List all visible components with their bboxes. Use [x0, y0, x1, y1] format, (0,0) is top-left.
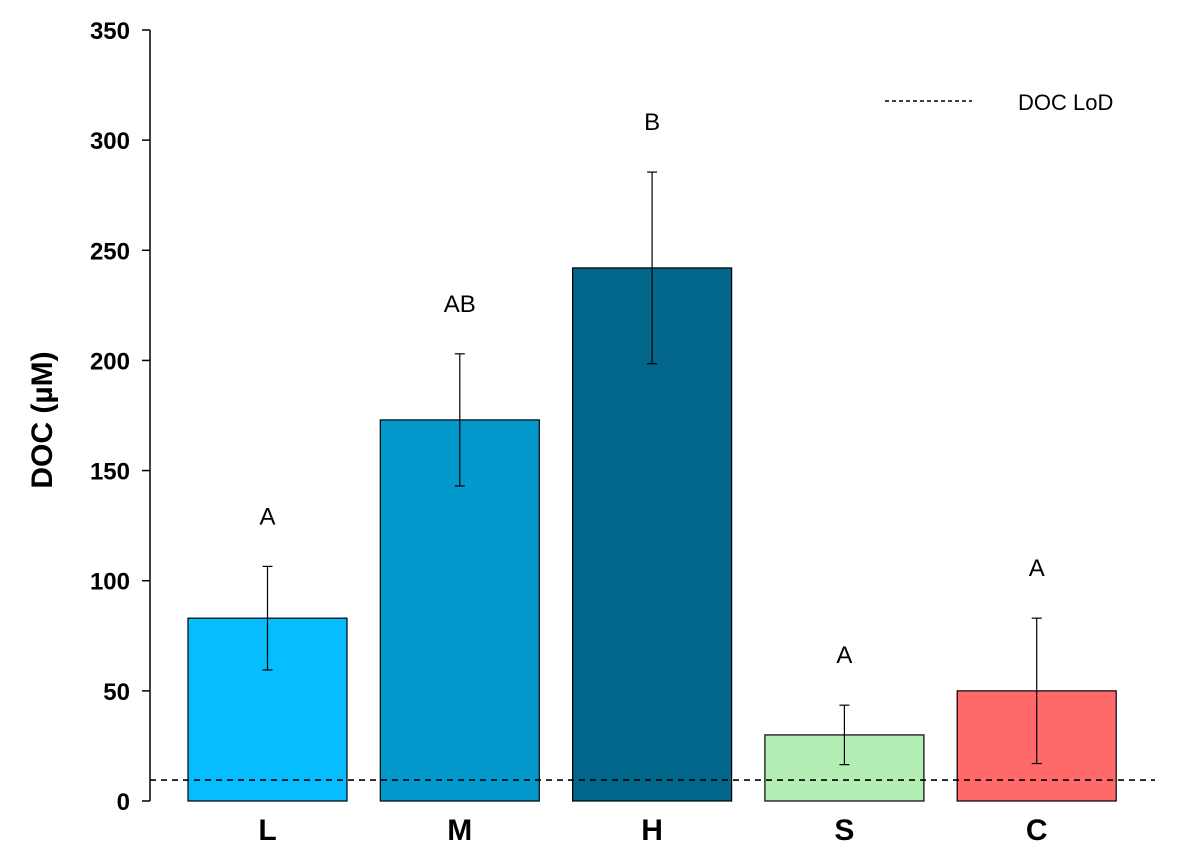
y-axis: 0 50 100 150 200 250 300 350 [90, 18, 151, 816]
y-tick-label: 300 [90, 128, 130, 155]
significance-label-L: A [259, 503, 275, 530]
error-bars-group [262, 171, 1042, 766]
y-tick-label: 50 [103, 679, 130, 706]
legend: DOC LoD [885, 90, 1113, 115]
y-tick-label: 100 [90, 569, 130, 596]
x-tick-label-M: M [447, 814, 472, 847]
x-tick-label-H: H [641, 814, 663, 847]
y-tick-label: 200 [90, 348, 130, 375]
y-tick-label: 0 [117, 789, 130, 816]
significance-labels-group: A AB B A A [259, 109, 1044, 669]
significance-label-S: A [836, 642, 852, 669]
y-axis-title: DOC (µM) [26, 351, 59, 488]
legend-label: DOC LoD [1018, 90, 1113, 115]
significance-label-H: B [644, 109, 660, 136]
significance-label-C: A [1029, 555, 1045, 582]
x-tick-label-L: L [258, 814, 276, 847]
y-tick-label: 250 [90, 238, 130, 265]
significance-label-M: AB [444, 291, 476, 318]
x-tick-label-C: C [1026, 814, 1048, 847]
y-tick-label: 350 [90, 18, 130, 45]
y-tick-label: 150 [90, 459, 130, 486]
x-tick-label-S: S [834, 814, 854, 847]
